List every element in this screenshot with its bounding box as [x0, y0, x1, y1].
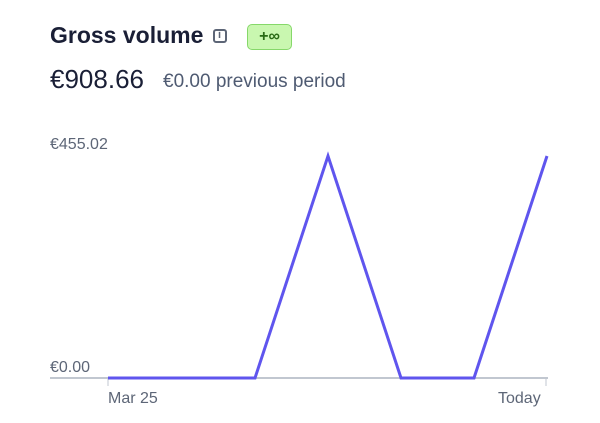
total-value: €908.66 [50, 64, 144, 94]
previous-period: €0.00 previous period [163, 71, 346, 92]
chart-title: Gross volume [50, 22, 204, 48]
x-end-label: Today [498, 390, 541, 407]
x-start-label: Mar 25 [108, 390, 158, 407]
series-line [108, 151, 549, 380]
y-min-label: €0.00 [50, 359, 91, 376]
y-max-label: €455.02 [50, 136, 108, 153]
change-badge: +∞ [247, 24, 292, 50]
info-icon[interactable] [213, 29, 227, 43]
